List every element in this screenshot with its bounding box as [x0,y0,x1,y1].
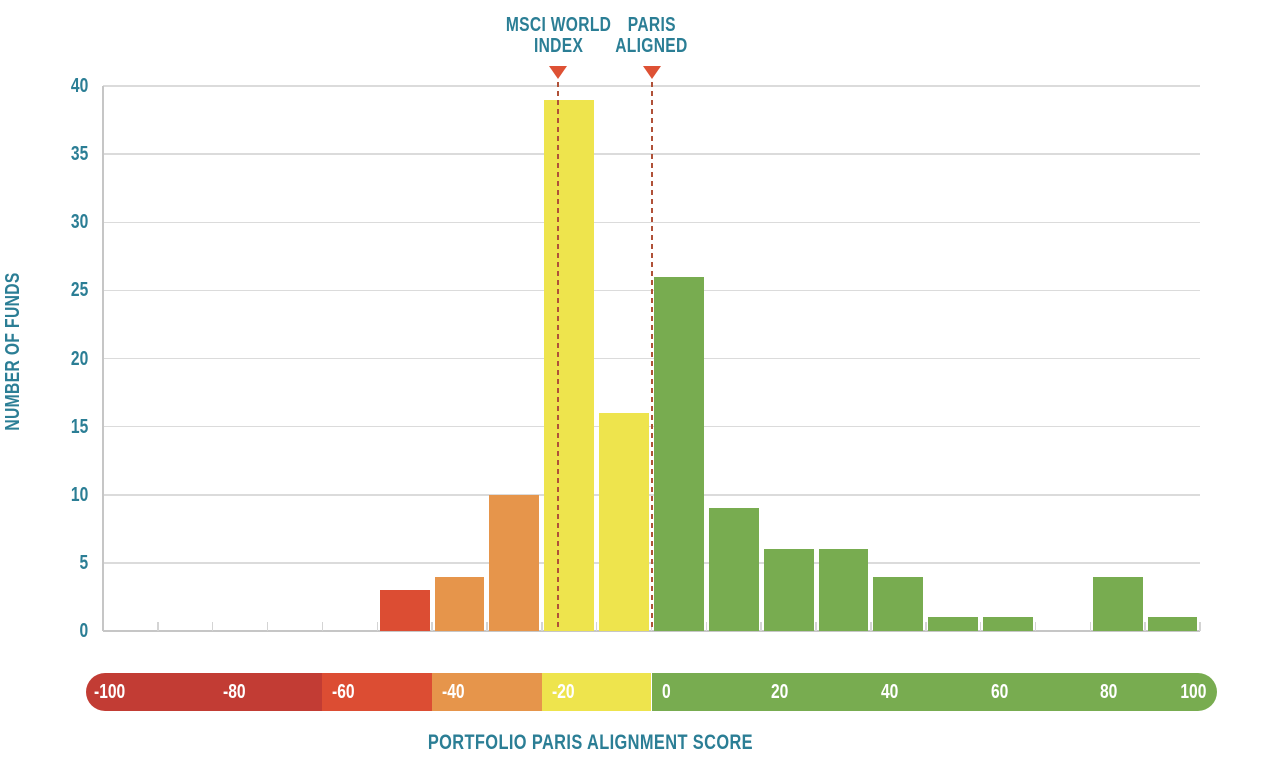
y-tick-label: 5 [36,552,88,574]
bar-30-to-40 [818,549,869,631]
y-tick-label: 20 [36,348,88,370]
y-tick-label: 35 [36,143,88,165]
colorbar-label: -100 [94,681,134,703]
x-tick [815,622,817,631]
annotation-text: PARIS [627,14,676,36]
colorbar-label: -40 [442,681,471,703]
y-tick-label: 40 [36,75,88,97]
colorbar-label-text: 60 [990,681,1008,703]
x-tick [541,622,543,631]
colorbar-label-text: -100 [94,681,126,703]
bar-40-to-50 [873,576,924,631]
y-tick-label: 0 [36,620,88,642]
colorbar-label-text: -60 [332,681,355,703]
y-tick-text: 30 [70,211,88,234]
y-tick-text: 25 [70,279,88,302]
y-tick-label: 25 [36,279,88,301]
x-tick [595,622,598,631]
colorbar-label-text: -80 [222,681,246,703]
x-tick [1199,622,1201,631]
annotation-text: ALIGNED [615,35,688,57]
x-tick [486,622,488,631]
x-tick [157,622,159,631]
x-tick [211,622,214,631]
x-tick [705,622,708,631]
bar-50-to-60 [928,617,979,631]
colorbar-label-text: 20 [771,681,789,703]
x-axis-title: PORTFOLIO PARIS ALIGNMENT SCORE [340,731,840,755]
y-axis-line [102,86,104,631]
x-tick [1034,622,1037,631]
x-tick [925,622,927,631]
bar--40-to--30 [434,576,485,631]
bar--30-to--20 [489,494,540,631]
y-tick-text: 0 [79,620,88,642]
x-tick [321,622,324,631]
annotation-text: INDEX [533,35,583,57]
colorbar-label-text: 80 [1100,681,1118,703]
marker-triangle-icon [549,66,568,79]
x-tick [1144,622,1146,631]
bar-60-to-70 [983,617,1033,631]
y-tick-label: 30 [36,211,88,233]
score-colorbar [86,673,1217,711]
reference-line-msci-world-index [557,82,560,631]
gridline-y-0 [103,630,1200,632]
colorbar-label-text: 0 [661,681,671,703]
bar--50-to--40 [379,590,430,631]
x-tick [760,622,762,631]
colorbar-label: -20 [552,681,581,703]
bar-90-to-100 [1147,617,1198,631]
colorbar-label: 80 [1100,681,1122,703]
bar-0-to-10 [654,276,704,631]
colorbar-label-text: 100 [1179,681,1206,703]
y-tick-label: 15 [36,416,88,438]
colorbar-segment-green [651,673,1217,711]
y-tick-label: 10 [36,484,88,506]
y-tick-text: 20 [70,347,88,370]
x-tick [979,622,982,631]
bar--20-to--10 [544,99,595,631]
annotation-label-paris-aligned: PARIS ALIGNED [562,15,742,57]
x-tick [870,622,872,631]
colorbar-label: -80 [223,681,252,703]
y-tick-text: 10 [70,483,88,506]
colorbar-segment-darkred [86,673,323,711]
colorbar-segment-red [322,673,433,711]
bar-80-to-90 [1092,576,1143,631]
x-tick [266,622,269,631]
reference-line-paris-aligned [650,82,653,631]
y-tick-text: 40 [70,75,88,97]
colorbar-label-text: -40 [442,681,465,703]
x-axis-title-text: PORTFOLIO PARIS ALIGNMENT SCORE [427,731,753,754]
annotation-text: MSCI WORLD [505,14,611,36]
marker-triangle-icon [642,66,661,79]
annotation-label-msci-world-index: MSCI WORLD INDEX [468,15,648,57]
colorbar-segment-yellow [541,673,652,711]
x-tick [431,622,433,631]
colorbar-label: 40 [881,681,903,703]
bar-10-to-20 [708,508,759,631]
colorbar-segment-orange [432,673,542,711]
bar-20-to-30 [763,549,814,631]
colorbar-label-text: -20 [551,681,575,703]
x-tick [376,622,378,631]
colorbar-label: 100 [1173,681,1206,703]
colorbar-label-text: 40 [880,681,899,703]
colorbar-label: 20 [771,681,793,703]
colorbar-label: 0 [662,681,673,703]
colorbar-label: 60 [991,681,1013,703]
colorbar-label: -60 [332,681,361,703]
x-tick [1089,622,1092,631]
y-tick-text: 15 [70,415,88,438]
y-tick-text: 35 [70,143,88,166]
bar--10-to-0 [599,413,649,631]
y-tick-text: 5 [79,551,88,574]
